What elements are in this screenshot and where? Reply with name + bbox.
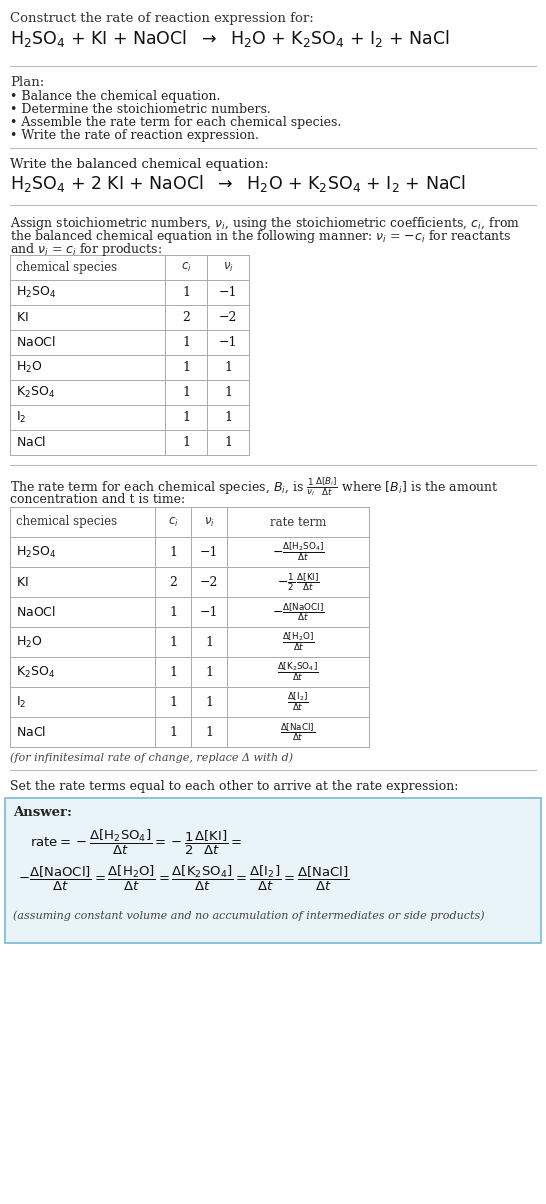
Text: $\mathregular{NaOCl}$: $\mathregular{NaOCl}$ — [16, 604, 56, 619]
Text: Set the rate terms equal to each other to arrive at the rate expression:: Set the rate terms equal to each other t… — [10, 780, 459, 793]
Text: Plan:: Plan: — [10, 76, 44, 89]
Text: −2: −2 — [219, 311, 237, 324]
Text: $\mathregular{I_2}$: $\mathregular{I_2}$ — [16, 695, 26, 709]
Text: the balanced chemical equation in the following manner: $\nu_i$ = $-c_i$ for rea: the balanced chemical equation in the fo… — [10, 228, 511, 244]
Text: $\mathregular{NaOCl}$: $\mathregular{NaOCl}$ — [16, 336, 56, 349]
Text: 1: 1 — [169, 545, 177, 559]
FancyBboxPatch shape — [5, 798, 541, 943]
Text: Write the balanced chemical equation:: Write the balanced chemical equation: — [10, 158, 269, 171]
Text: 1: 1 — [205, 726, 213, 738]
Text: 1: 1 — [182, 336, 190, 349]
Text: Answer:: Answer: — [13, 805, 72, 819]
Text: $-\dfrac{\Delta[\mathregular{NaOCl}]}{\Delta t} = \dfrac{\Delta[\mathregular{H_2: $-\dfrac{\Delta[\mathregular{NaOCl}]}{\D… — [18, 864, 349, 893]
Text: $\nu_i$: $\nu_i$ — [223, 261, 233, 275]
Text: $\mathrm{rate} = -\dfrac{\Delta[\mathregular{H_2SO_4}]}{\Delta t} = -\dfrac{1}{2: $\mathrm{rate} = -\dfrac{\Delta[\mathreg… — [30, 828, 242, 857]
Text: 1: 1 — [182, 386, 190, 399]
Text: 1: 1 — [182, 436, 190, 449]
Text: and $\nu_i$ = $c_i$ for products:: and $\nu_i$ = $c_i$ for products: — [10, 241, 162, 258]
Text: 1: 1 — [169, 606, 177, 619]
Text: −1: −1 — [200, 545, 218, 559]
Text: • Determine the stoichiometric numbers.: • Determine the stoichiometric numbers. — [10, 104, 271, 116]
Text: $\mathregular{K_2SO_4}$: $\mathregular{K_2SO_4}$ — [16, 385, 55, 400]
Text: $\frac{\Delta[\mathregular{I_2}]}{\Delta t}$: $\frac{\Delta[\mathregular{I_2}]}{\Delta… — [287, 691, 309, 713]
Text: 1: 1 — [169, 726, 177, 738]
Text: $\mathregular{NaCl}$: $\mathregular{NaCl}$ — [16, 725, 46, 739]
Text: $\frac{\Delta[\mathregular{H_2O}]}{\Delta t}$: $\frac{\Delta[\mathregular{H_2O}]}{\Delt… — [282, 631, 314, 654]
Text: $\mathregular{I_2}$: $\mathregular{I_2}$ — [16, 409, 26, 425]
Text: 1: 1 — [205, 696, 213, 708]
Text: (for infinitesimal rate of change, replace Δ with d): (for infinitesimal rate of change, repla… — [10, 752, 293, 762]
Text: 1: 1 — [169, 696, 177, 708]
Text: $\mathregular{KI}$: $\mathregular{KI}$ — [16, 311, 28, 324]
Text: 2: 2 — [182, 311, 190, 324]
Text: $\mathregular{H_2SO_4}$ + KI + NaOCl  $\rightarrow$  $\mathregular{H_2O}$ + $\ma: $\mathregular{H_2SO_4}$ + KI + NaOCl $\r… — [10, 28, 449, 49]
Text: • Assemble the rate term for each chemical species.: • Assemble the rate term for each chemic… — [10, 116, 341, 129]
Text: $c_i$: $c_i$ — [181, 261, 191, 275]
Text: $\mathregular{NaCl}$: $\mathregular{NaCl}$ — [16, 436, 46, 449]
Text: $\mathregular{K_2SO_4}$: $\mathregular{K_2SO_4}$ — [16, 665, 55, 679]
Text: • Write the rate of reaction expression.: • Write the rate of reaction expression. — [10, 129, 259, 142]
Text: 1: 1 — [224, 361, 232, 374]
Text: chemical species: chemical species — [16, 515, 117, 529]
Text: $\frac{\Delta[\mathregular{K_2SO_4}]}{\Delta t}$: $\frac{\Delta[\mathregular{K_2SO_4}]}{\D… — [277, 661, 319, 684]
Text: $\mathregular{H_2SO_4}$ + 2 KI + NaOCl  $\rightarrow$  $\mathregular{H_2O}$ + $\: $\mathregular{H_2SO_4}$ + 2 KI + NaOCl $… — [10, 173, 466, 194]
Text: $-\frac{1}{2}\,\frac{\Delta[\mathregular{KI}]}{\Delta t}$: $-\frac{1}{2}\,\frac{\Delta[\mathregular… — [277, 571, 319, 592]
Text: The rate term for each chemical species, $B_i$, is $\frac{1}{\nu_i}\frac{\Delta[: The rate term for each chemical species,… — [10, 476, 498, 497]
Text: $\mathregular{H_2SO_4}$: $\mathregular{H_2SO_4}$ — [16, 544, 56, 560]
Text: 1: 1 — [224, 386, 232, 399]
Text: Assign stoichiometric numbers, $\nu_i$, using the stoichiometric coefficients, $: Assign stoichiometric numbers, $\nu_i$, … — [10, 216, 520, 232]
Text: • Balance the chemical equation.: • Balance the chemical equation. — [10, 90, 221, 104]
Text: −1: −1 — [219, 287, 238, 299]
Text: 1: 1 — [182, 287, 190, 299]
Text: −1: −1 — [219, 336, 238, 349]
Text: $-\frac{\Delta[\mathregular{NaOCl}]}{\Delta t}$: $-\frac{\Delta[\mathregular{NaOCl}]}{\De… — [272, 601, 324, 622]
Text: 1: 1 — [205, 666, 213, 679]
Text: $\frac{\Delta[\mathregular{NaCl}]}{\Delta t}$: $\frac{\Delta[\mathregular{NaCl}]}{\Delt… — [280, 721, 316, 743]
Text: $\nu_i$: $\nu_i$ — [204, 515, 215, 529]
Text: 2: 2 — [169, 576, 177, 589]
Text: −2: −2 — [200, 576, 218, 589]
Text: 1: 1 — [182, 411, 190, 424]
Text: chemical species: chemical species — [16, 261, 117, 275]
Text: 1: 1 — [169, 636, 177, 649]
Text: concentration and t is time:: concentration and t is time: — [10, 492, 185, 506]
Text: 1: 1 — [224, 411, 232, 424]
Text: $\mathregular{H_2SO_4}$: $\mathregular{H_2SO_4}$ — [16, 285, 56, 300]
Text: 1: 1 — [182, 361, 190, 374]
Text: $c_i$: $c_i$ — [168, 515, 179, 529]
Text: $\mathregular{H_2O}$: $\mathregular{H_2O}$ — [16, 635, 43, 649]
Text: −1: −1 — [200, 606, 218, 619]
Text: $\mathregular{H_2O}$: $\mathregular{H_2O}$ — [16, 360, 43, 376]
Text: 1: 1 — [169, 666, 177, 679]
Text: Construct the rate of reaction expression for:: Construct the rate of reaction expressio… — [10, 12, 314, 25]
Text: 1: 1 — [205, 636, 213, 649]
Text: (assuming constant volume and no accumulation of intermediates or side products): (assuming constant volume and no accumul… — [13, 910, 485, 921]
Text: $\mathregular{KI}$: $\mathregular{KI}$ — [16, 576, 28, 589]
Text: 1: 1 — [224, 436, 232, 449]
Text: $-\frac{\Delta[\mathregular{H_2SO_4}]}{\Delta t}$: $-\frac{\Delta[\mathregular{H_2SO_4}]}{\… — [271, 541, 324, 563]
Text: rate term: rate term — [270, 515, 326, 529]
